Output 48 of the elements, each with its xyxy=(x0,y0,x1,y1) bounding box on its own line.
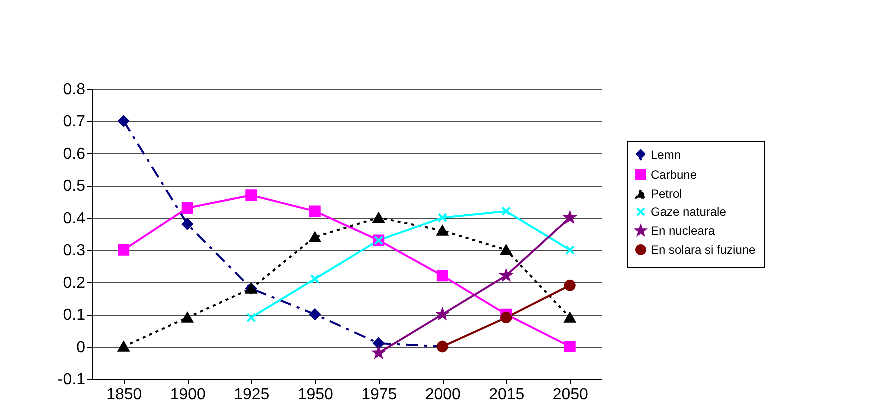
point xyxy=(118,244,130,256)
point xyxy=(564,341,576,353)
point xyxy=(438,213,448,223)
y-tick-label: 0.4 xyxy=(63,210,86,228)
x-tick-label: 2000 xyxy=(425,386,462,404)
point xyxy=(182,202,194,214)
point xyxy=(502,206,512,216)
point xyxy=(436,226,448,236)
x-tick-label: 2050 xyxy=(552,386,589,404)
point xyxy=(500,312,512,324)
point xyxy=(246,312,256,323)
y-tick-label: 0.7 xyxy=(63,114,86,131)
point xyxy=(309,206,321,218)
y-tick-label: 0.2 xyxy=(63,274,86,292)
point xyxy=(436,270,448,282)
x-tick-label: 1950 xyxy=(298,386,334,404)
y-tick-label: 0.6 xyxy=(63,146,86,163)
point xyxy=(182,218,194,230)
x-tick-label: 1850 xyxy=(106,386,142,404)
legend-label: Carbune xyxy=(651,168,698,182)
legend-label: Lemn xyxy=(651,148,682,162)
point xyxy=(373,338,385,350)
point xyxy=(309,308,321,320)
legend-label: En nucleara xyxy=(651,224,716,238)
legend-label: Petrol xyxy=(651,187,682,201)
point xyxy=(310,274,320,284)
y-tick-label: 0.5 xyxy=(63,178,86,196)
legend-label: Gaze naturale xyxy=(651,205,727,219)
point xyxy=(182,312,194,323)
legend-label: En solara si fuziune xyxy=(651,243,756,257)
y-tick-label: 0.8 xyxy=(63,82,86,98)
x-tick-label: 1900 xyxy=(170,386,206,404)
point xyxy=(118,115,130,127)
point xyxy=(118,342,130,352)
y-tick-label: 0.1 xyxy=(63,307,86,324)
x-tick-label: 1975 xyxy=(362,386,398,404)
point xyxy=(564,312,576,323)
point xyxy=(564,280,576,292)
x-tick-label: 2015 xyxy=(489,386,525,404)
point xyxy=(565,245,575,255)
y-tick-label: 0.3 xyxy=(63,242,86,260)
point xyxy=(309,232,321,242)
point xyxy=(373,212,385,223)
y-tick-label: 0 xyxy=(76,339,86,356)
x-tick-label: 1925 xyxy=(234,386,270,404)
y-tick-label: -0.1 xyxy=(58,372,86,388)
point xyxy=(246,190,258,202)
point xyxy=(500,245,512,256)
